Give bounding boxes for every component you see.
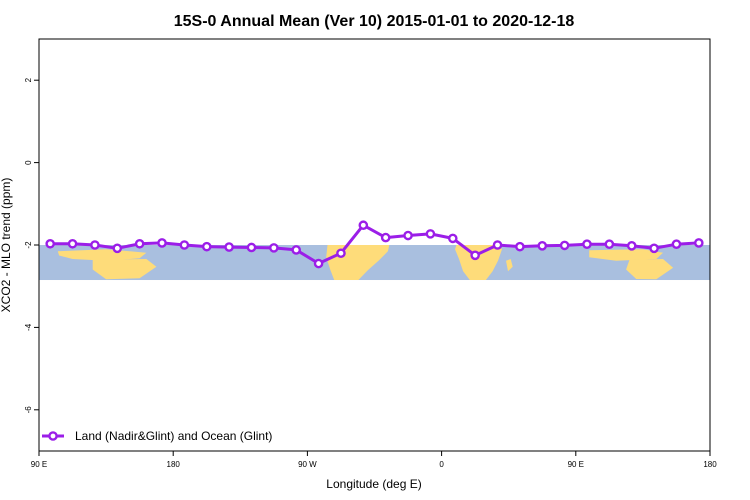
data-point (671, 239, 682, 249)
x-tick-label: 0 (439, 460, 444, 469)
data-point (157, 238, 167, 248)
data-point (559, 240, 570, 251)
data-point (291, 245, 302, 255)
data-point (224, 242, 234, 252)
data-point (90, 240, 100, 250)
x-axis-label: Longitude (deg E) (326, 477, 421, 491)
chart-title: 15S-0 Annual Mean (Ver 10) 2015-01-01 to… (174, 13, 575, 30)
data-point (403, 230, 413, 241)
data-point (582, 239, 592, 249)
data-point (358, 220, 369, 231)
data-point (179, 240, 190, 250)
y-tick-label: -4 (24, 323, 33, 331)
data-point (67, 238, 78, 249)
land-madagascar (506, 259, 513, 272)
data-point (134, 238, 145, 249)
y-axis-label: XCO2 - MLO trend (ppm) (0, 178, 13, 313)
data-point (470, 250, 480, 261)
land-indonesia-left (57, 249, 147, 261)
data-point (336, 248, 346, 259)
land-australia-right (626, 259, 674, 280)
x-tick-label: 180 (703, 460, 717, 469)
y-tick-label: 0 (24, 160, 33, 165)
x-tick-label: 90 W (298, 460, 317, 469)
data-point (112, 243, 123, 254)
data-point (626, 241, 637, 251)
land-africa (455, 245, 502, 280)
legend-marker (48, 431, 58, 441)
map-band (39, 245, 710, 281)
data-point (492, 240, 503, 250)
data-point (45, 238, 55, 249)
y-tick-label: -2 (24, 241, 33, 249)
y-tick-label: -6 (24, 406, 33, 414)
land-australia-left (92, 259, 157, 280)
y-tick-label: 2 (24, 77, 33, 82)
series-layer (45, 220, 704, 269)
legend: Land (Nadir&Glint) and Ocean (Glint) (42, 429, 272, 443)
land-indonesia-right (589, 249, 663, 261)
data-point (694, 238, 704, 248)
data-point (447, 233, 458, 244)
x-tick-label: 90 E (568, 460, 584, 469)
y-axis: 2 0 -2 -4 -6 (24, 77, 39, 413)
data-point (425, 229, 436, 239)
data-point (246, 242, 257, 253)
x-tick-label: 180 (167, 460, 181, 469)
data-point (313, 258, 324, 269)
x-axis: 90 E 180 90 W 0 90 E 180 (31, 451, 717, 469)
data-point (380, 232, 391, 243)
legend-label: Land (Nadir&Glint) and Ocean (Glint) (75, 429, 272, 443)
data-point (515, 241, 525, 252)
data-point (649, 243, 659, 254)
data-point (269, 243, 279, 253)
data-point (537, 241, 548, 251)
data-point (201, 241, 212, 252)
data-point (604, 239, 615, 249)
x-tick-label: 90 E (31, 460, 47, 469)
